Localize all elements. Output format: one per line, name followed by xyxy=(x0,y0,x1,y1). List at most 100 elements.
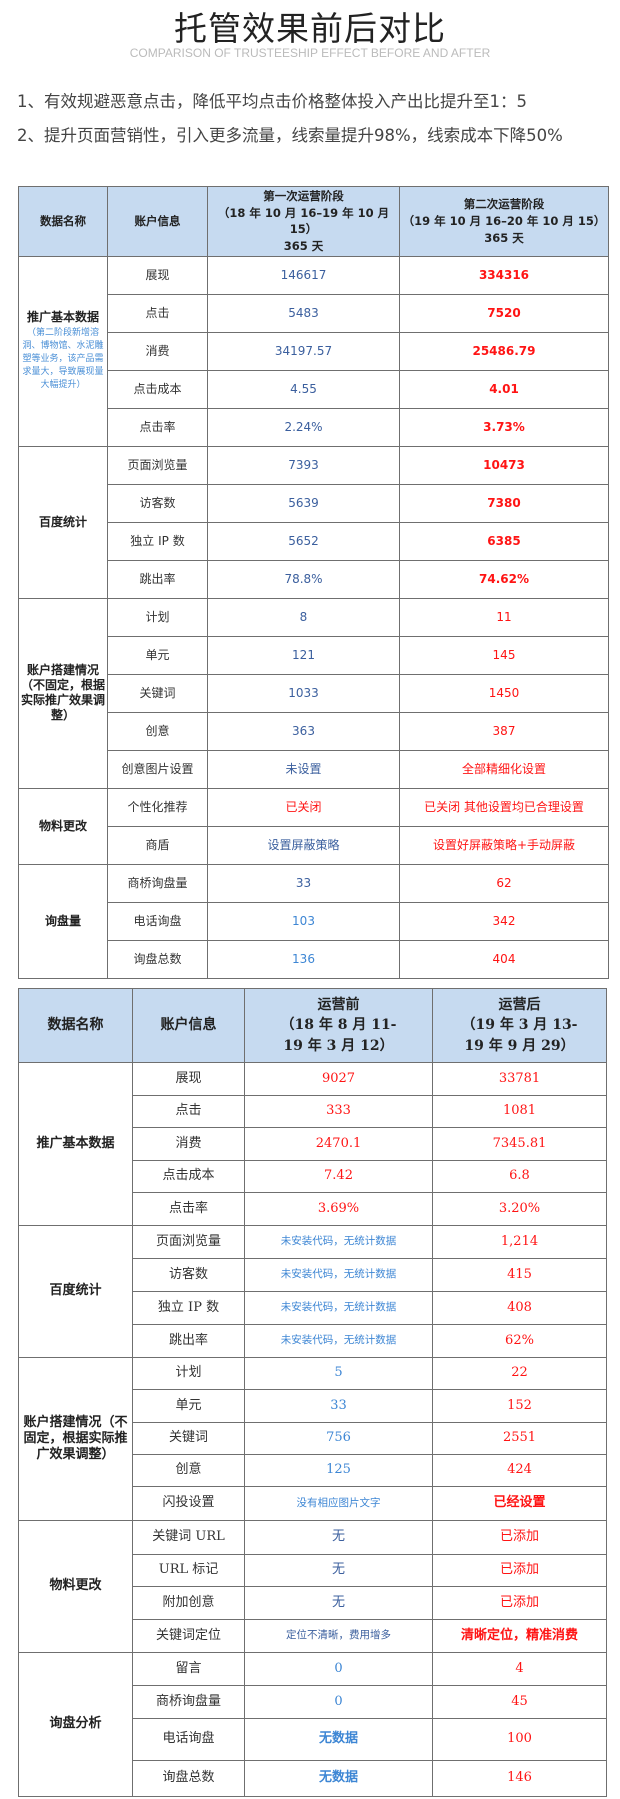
metric-label: 点击率 xyxy=(107,407,208,447)
metric-label: 跳出率 xyxy=(132,1324,245,1358)
metric-label: 留言 xyxy=(132,1652,245,1686)
before-value: 4.55 xyxy=(207,369,400,409)
metric-label: 访客数 xyxy=(132,1258,245,1292)
table-row: 点击率 3.69% 3.20% xyxy=(19,1192,607,1226)
table-row: 点击成本 4.55 4.01 xyxy=(19,369,609,409)
after-value: 100 xyxy=(432,1718,607,1761)
comparison-table-2: 数据名称 账户信息 运营前 （18 年 8 月 11- 19 年 3 月 12） 运营… xyxy=(18,988,607,1797)
after-value: 404 xyxy=(399,939,609,979)
after-value: 3.20% xyxy=(432,1192,607,1226)
before-value: 33 xyxy=(207,863,400,903)
after-value: 33781 xyxy=(432,1062,607,1096)
group-name-cell: 账户搭建情况（不固定，根据实际推广效果调整） xyxy=(18,1357,133,1521)
after-value: 2551 xyxy=(432,1422,607,1455)
before-value: 未安装代码，无统计数据 xyxy=(244,1324,433,1358)
metric-label: 商桥询盘量 xyxy=(132,1685,245,1719)
metric-label: 创意 xyxy=(132,1454,245,1487)
column-header: 第一次运营阶段 （18 年 10 月 16–19 年 10 月 15） 365 … xyxy=(207,186,400,257)
group-name-cell: 物料更改 xyxy=(18,787,108,865)
before-value: 7.42 xyxy=(244,1160,433,1193)
page-subtitle: COMPARISON OF TRUSTEESHIP EFFECT BEFORE … xyxy=(129,46,491,60)
group-name: 询盘量 xyxy=(44,913,81,928)
group-name-cell: 推广基本数据 （第二阶段新增溶洞、博物馆、水泥雕塑等业务，该产品需求量大，导致展现… xyxy=(18,255,108,447)
table-row: 创意 363 387 xyxy=(19,711,609,751)
before-value: 设置屏蔽策略 xyxy=(207,825,400,865)
before-value: 无 xyxy=(244,1586,433,1620)
before-value: 3.69% xyxy=(244,1192,433,1226)
after-value: 7520 xyxy=(399,293,609,333)
metric-label: 单元 xyxy=(107,635,208,675)
after-value: 清晰定位，精准消费 xyxy=(432,1619,607,1653)
before-value: 2.24% xyxy=(207,407,400,447)
table-row: 账户搭建情况（不固定，根据实际推广效果调整） 计划 5 22 xyxy=(18,1357,607,1521)
before-value: 无 xyxy=(244,1520,433,1555)
metric-label: 询盘总数 xyxy=(107,939,208,979)
table-row: 电话询盘 无数据 100 xyxy=(19,1718,607,1761)
before-value: 125 xyxy=(244,1454,433,1487)
metric-label: 消费 xyxy=(132,1127,245,1161)
column-header: 账户信息 xyxy=(132,988,245,1063)
before-value: 未安装代码，无统计数据 xyxy=(244,1291,433,1325)
after-value: 1081 xyxy=(432,1095,607,1128)
metric-label: 点击 xyxy=(107,293,208,333)
group-name-cell: 推广基本数据 xyxy=(18,1062,133,1226)
group-name: 账户搭建情况（不固定，根据实际推广效果调整） xyxy=(23,1414,128,1463)
after-value: 62% xyxy=(432,1324,607,1358)
table-row: 推广基本数据 展现 9027 33781 xyxy=(18,1062,607,1226)
metric-label: 独立 IP 数 xyxy=(132,1291,245,1325)
table-row: 询盘总数 无数据 146 xyxy=(19,1760,607,1797)
table-row: 询盘总数 136 404 xyxy=(19,939,609,979)
metric-label: 点击率 xyxy=(132,1192,245,1226)
before-value: 定位不清晰，费用增多 xyxy=(244,1619,433,1653)
after-value: 387 xyxy=(399,711,609,751)
metric-label: 电话询盘 xyxy=(132,1718,245,1761)
after-value: 3.73% xyxy=(399,407,609,447)
before-value: 5639 xyxy=(207,483,400,523)
metric-label: 附加创意 xyxy=(132,1586,245,1620)
column-header: 账户信息 xyxy=(107,186,208,257)
table-row: 消费 2470.1 7345.81 xyxy=(19,1127,607,1161)
before-value: 333 xyxy=(244,1095,433,1128)
table-row: 消费 34197.57 25486.79 xyxy=(19,331,609,371)
group-name: 账户搭建情况（不固定，根据实际推广效果调整） xyxy=(21,663,106,723)
table-row: 创意图片设置 未设置 全部精细化设置 xyxy=(19,749,609,789)
metric-label: 关键词 xyxy=(107,673,208,713)
before-value: 78.8% xyxy=(207,559,400,599)
after-value: 145 xyxy=(399,635,609,675)
after-value: 设置好屏蔽策略+手动屏蔽 xyxy=(399,825,609,865)
column-header: 数据名称 xyxy=(18,186,108,257)
after-value: 146 xyxy=(432,1760,607,1797)
summary-point: 1、有效规避恶意点击，降低平均点击价格整体投入产出比提升至1：5 xyxy=(17,92,527,111)
header-row: 数据名称 账户信息 运营前 （18 年 8 月 11- 19 年 3 月 12） 运营… xyxy=(18,988,607,1063)
column-header: 第二次运营阶段 （19 年 10 月 16–20 年 10 月 15） 365 … xyxy=(399,186,609,257)
before-value: 5 xyxy=(244,1357,433,1390)
column-header: 运营后 （19 年 3 月 13- 19 年 9 月 29） xyxy=(432,988,607,1063)
metric-label: 个性化推荐 xyxy=(107,787,208,827)
group-name-cell: 百度统计 xyxy=(18,1225,133,1358)
metric-label: 创意图片设置 xyxy=(107,749,208,789)
after-value: 22 xyxy=(432,1357,607,1390)
metric-label: 闪投设置 xyxy=(132,1486,245,1521)
before-value: 已关闭 xyxy=(207,787,400,827)
after-value: 4.01 xyxy=(399,369,609,409)
after-value: 334316 xyxy=(399,255,609,295)
before-value: 33 xyxy=(244,1389,433,1423)
before-value: 未安装代码，无统计数据 xyxy=(244,1225,433,1259)
page-title: 托管效果前后对比 xyxy=(174,9,446,48)
before-value: 7393 xyxy=(207,445,400,485)
before-value: 1033 xyxy=(207,673,400,713)
table-row: 独立 IP 数未安装代码，无统计数据 408 xyxy=(19,1291,607,1325)
metric-label: 点击成本 xyxy=(107,369,208,409)
after-value: 342 xyxy=(399,901,609,941)
before-value: 0 xyxy=(244,1652,433,1686)
column-header: 运营前 （18 年 8 月 11- 19 年 3 月 12） xyxy=(244,988,433,1063)
metric-label: 页面浏览量 xyxy=(132,1225,245,1259)
after-value: 1,214 xyxy=(432,1225,607,1259)
table-row: 访客数 未安装代码，无统计数据 415 xyxy=(19,1258,607,1292)
after-value: 62 xyxy=(399,863,609,903)
metric-label: 跳出率 xyxy=(107,559,208,599)
after-value: 已添加 xyxy=(432,1520,607,1555)
table-row: 百度统计 页面浏览量 7393 10473 xyxy=(18,445,609,599)
table-row: 点击率 2.24% 3.73% xyxy=(19,407,609,447)
after-value: 415 xyxy=(432,1258,607,1292)
